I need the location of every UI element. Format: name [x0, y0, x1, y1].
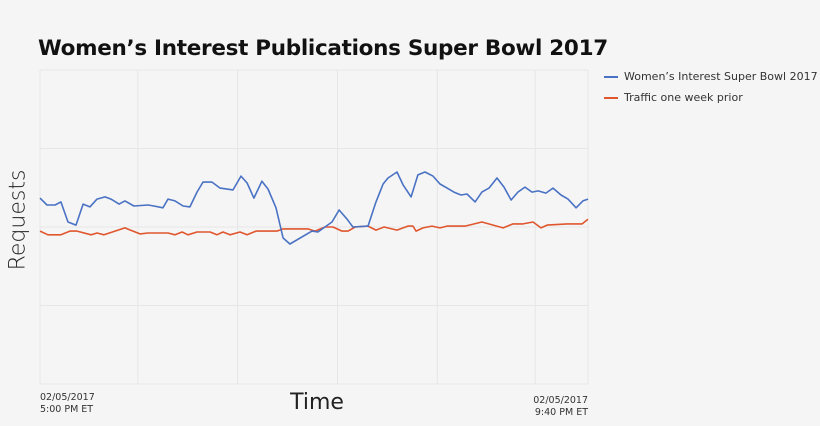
legend-swatch-blue-icon [604, 75, 618, 78]
legend-label: Traffic one week prior [624, 91, 743, 104]
y-axis-label: Requests [5, 169, 31, 271]
x-tick-start-time: 5:00 PM ET [40, 404, 94, 415]
legend: Women’s Interest Super Bowl 2017 Traffic… [604, 66, 818, 108]
x-axis-label: Time [290, 390, 344, 415]
legend-swatch-red-icon [604, 96, 618, 99]
series-lines [39, 171, 589, 245]
series-line [39, 218, 589, 236]
chart-title: Women’s Interest Publications Super Bowl… [38, 36, 608, 61]
x-tick-end-time: 9:40 PM ET [534, 407, 588, 418]
series-line [39, 171, 589, 245]
x-tick-end: 02/05/2017 9:40 PM ET [533, 395, 588, 419]
legend-item-week-prior: Traffic one week prior [604, 87, 818, 108]
x-tick-end-date: 02/05/2017 [533, 395, 588, 406]
legend-label: Women’s Interest Super Bowl 2017 [624, 70, 818, 83]
x-tick-start: 02/05/2017 5:00 PM ET [40, 392, 95, 416]
legend-item-superbowl: Women’s Interest Super Bowl 2017 [604, 66, 818, 87]
x-tick-start-date: 02/05/2017 [40, 392, 95, 403]
